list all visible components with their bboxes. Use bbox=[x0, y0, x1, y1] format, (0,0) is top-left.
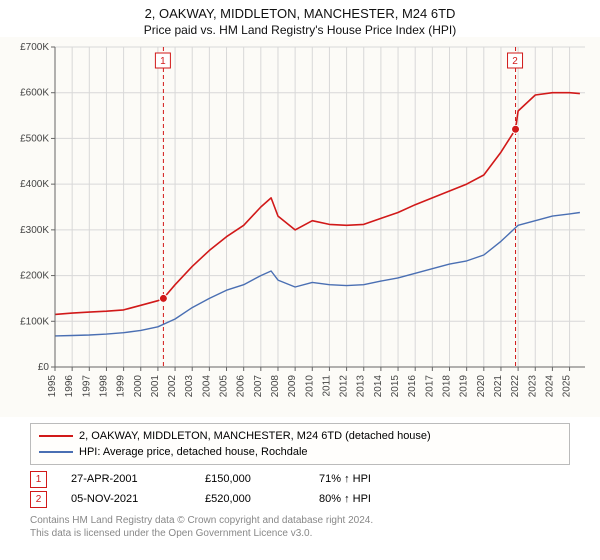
svg-text:£300K: £300K bbox=[20, 225, 49, 236]
address-title: 2, OAKWAY, MIDDLETON, MANCHESTER, M24 6T… bbox=[0, 6, 600, 21]
legend-label: HPI: Average price, detached house, Roch… bbox=[79, 446, 308, 458]
sale-date: 05-NOV-2021 bbox=[71, 493, 181, 505]
legend-swatch bbox=[39, 435, 73, 437]
svg-text:£400K: £400K bbox=[20, 179, 49, 190]
sale-price: £520,000 bbox=[205, 493, 295, 505]
svg-text:2007: 2007 bbox=[253, 375, 264, 398]
svg-text:2024: 2024 bbox=[544, 375, 555, 398]
svg-text:2020: 2020 bbox=[476, 375, 487, 398]
legend-swatch bbox=[39, 451, 73, 453]
sale-rows: 1 27-APR-2001 £150,000 71% ↑ HPI 2 05-NO… bbox=[30, 469, 570, 509]
svg-text:2003: 2003 bbox=[184, 375, 195, 398]
svg-text:2010: 2010 bbox=[304, 375, 315, 398]
chart-container: 2, OAKWAY, MIDDLETON, MANCHESTER, M24 6T… bbox=[0, 0, 600, 540]
footer: Contains HM Land Registry data © Crown c… bbox=[30, 515, 570, 540]
subtitle: Price paid vs. HM Land Registry's House … bbox=[0, 23, 600, 37]
svg-text:2005: 2005 bbox=[219, 375, 230, 398]
svg-text:1999: 1999 bbox=[116, 375, 127, 398]
svg-text:2011: 2011 bbox=[321, 375, 332, 397]
svg-text:2000: 2000 bbox=[133, 375, 144, 398]
svg-text:2015: 2015 bbox=[390, 375, 401, 398]
svg-text:2013: 2013 bbox=[356, 375, 367, 398]
sale-row: 2 05-NOV-2021 £520,000 80% ↑ HPI bbox=[30, 489, 570, 509]
svg-text:£200K: £200K bbox=[20, 271, 49, 282]
svg-text:2021: 2021 bbox=[493, 375, 504, 398]
sale-delta: 71% ↑ HPI bbox=[319, 473, 371, 485]
svg-text:2002: 2002 bbox=[167, 375, 178, 398]
svg-text:£700K: £700K bbox=[20, 42, 49, 53]
legend-item: HPI: Average price, detached house, Roch… bbox=[39, 444, 561, 460]
svg-text:£600K: £600K bbox=[20, 88, 49, 99]
sale-delta: 80% ↑ HPI bbox=[319, 493, 371, 505]
svg-text:1995: 1995 bbox=[47, 375, 58, 398]
sale-row: 1 27-APR-2001 £150,000 71% ↑ HPI bbox=[30, 469, 570, 489]
svg-text:2022: 2022 bbox=[510, 375, 521, 398]
svg-text:2006: 2006 bbox=[236, 375, 247, 398]
svg-text:£0: £0 bbox=[38, 362, 50, 373]
legend: 2, OAKWAY, MIDDLETON, MANCHESTER, M24 6T… bbox=[30, 423, 570, 465]
svg-text:1997: 1997 bbox=[81, 375, 92, 398]
svg-text:2008: 2008 bbox=[270, 375, 281, 398]
svg-text:1: 1 bbox=[160, 56, 166, 67]
footer-line: Contains HM Land Registry data © Crown c… bbox=[30, 515, 570, 528]
legend-label: 2, OAKWAY, MIDDLETON, MANCHESTER, M24 6T… bbox=[79, 430, 431, 442]
sale-price: £150,000 bbox=[205, 473, 295, 485]
svg-text:2: 2 bbox=[512, 56, 518, 67]
sale-marker-badge: 2 bbox=[30, 491, 47, 508]
sale-marker-badge: 1 bbox=[30, 471, 47, 488]
legend-item: 2, OAKWAY, MIDDLETON, MANCHESTER, M24 6T… bbox=[39, 428, 561, 444]
svg-text:£500K: £500K bbox=[20, 133, 49, 144]
svg-text:2004: 2004 bbox=[201, 375, 212, 398]
chart-area: £0 £100K £200K £300K £400K £500K £600K £700K 199… bbox=[0, 37, 600, 417]
svg-text:2025: 2025 bbox=[562, 375, 573, 398]
titles: 2, OAKWAY, MIDDLETON, MANCHESTER, M24 6T… bbox=[0, 0, 600, 37]
svg-text:2023: 2023 bbox=[527, 375, 538, 398]
svg-text:2019: 2019 bbox=[459, 375, 470, 398]
svg-text:2016: 2016 bbox=[407, 375, 418, 398]
svg-text:2012: 2012 bbox=[339, 375, 350, 398]
svg-text:1996: 1996 bbox=[64, 375, 75, 398]
svg-text:2017: 2017 bbox=[424, 375, 435, 398]
svg-text:2001: 2001 bbox=[150, 375, 161, 398]
chart-svg: £0 £100K £200K £300K £400K £500K £600K £700K 199… bbox=[0, 37, 600, 417]
svg-text:2018: 2018 bbox=[441, 375, 452, 398]
svg-text:1998: 1998 bbox=[98, 375, 109, 398]
svg-text:2009: 2009 bbox=[287, 375, 298, 398]
sale-date: 27-APR-2001 bbox=[71, 473, 181, 485]
svg-text:2014: 2014 bbox=[373, 375, 384, 398]
svg-text:£100K: £100K bbox=[20, 316, 49, 327]
footer-line: This data is licensed under the Open Gov… bbox=[30, 528, 570, 541]
